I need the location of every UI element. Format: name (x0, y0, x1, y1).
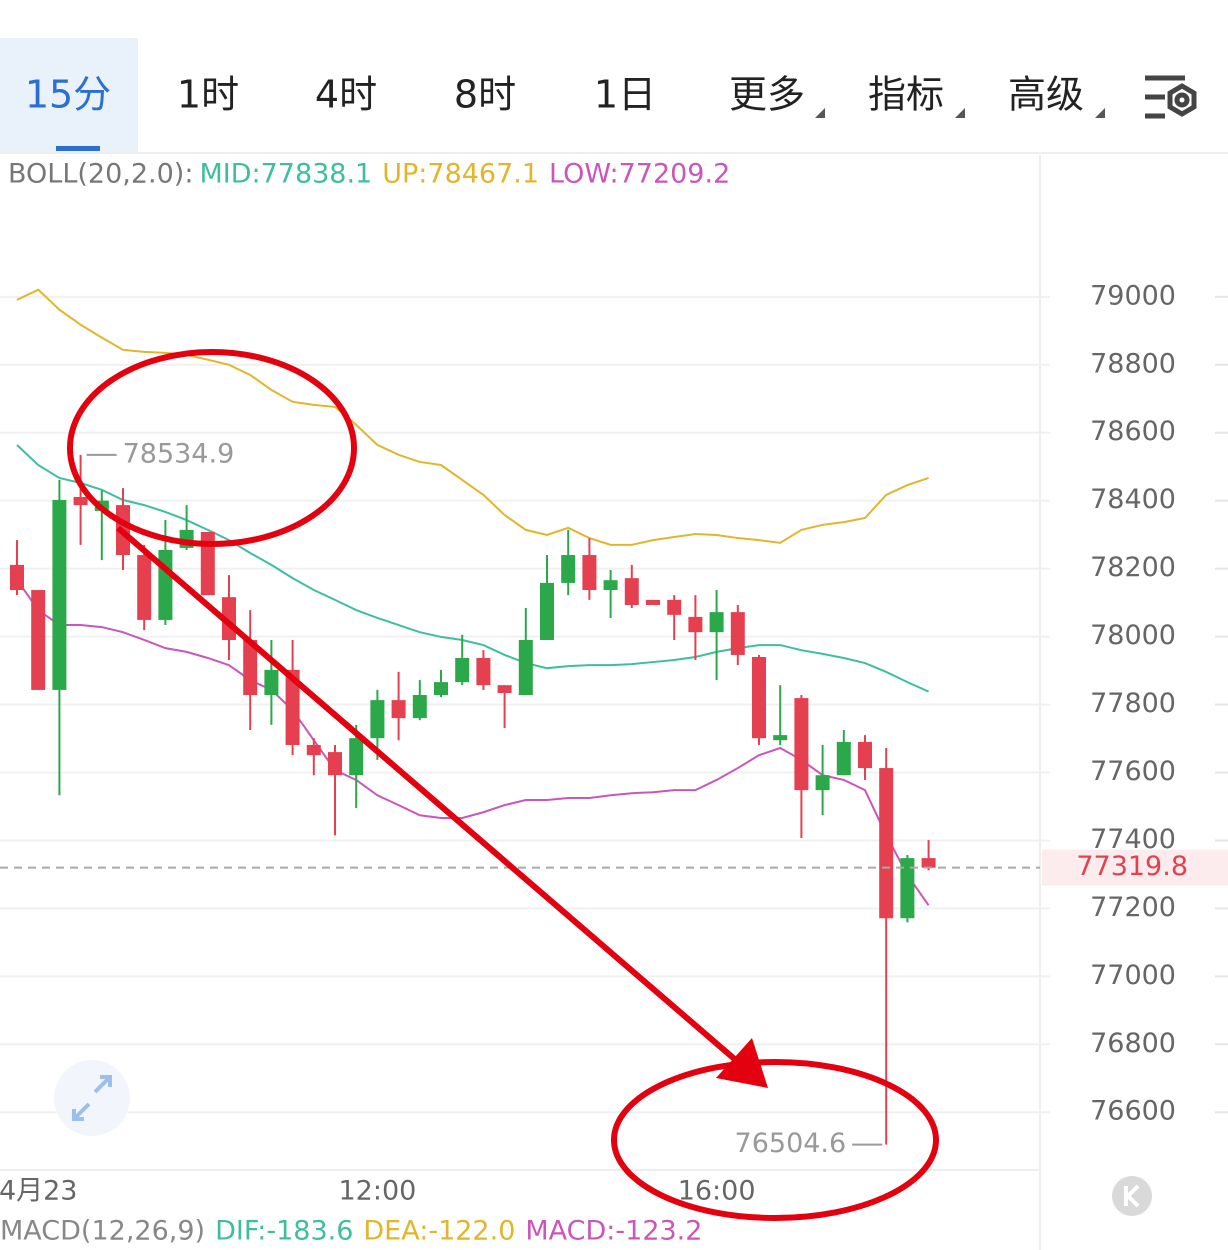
candle-body (137, 555, 152, 620)
candle-body (879, 768, 894, 919)
candle-body (328, 752, 342, 776)
candle-body (561, 555, 576, 583)
x-tick-label: 16:00 (678, 1176, 756, 1207)
candle-body (730, 612, 745, 655)
candle-body (773, 735, 788, 741)
candle-body (434, 682, 448, 696)
x-tick-label: 12:00 (338, 1176, 416, 1207)
tab-bar: 15分 1时 4时 8时 1日 更多 指标 高级 (25, 73, 1084, 117)
candle-body (921, 858, 936, 868)
candle-body (73, 496, 88, 506)
macd-header: MACD(12,26,9) DIF:-183.6 DEA:-122.0 MACD:-1… (0, 1216, 702, 1247)
active-tab-bg (0, 38, 138, 152)
candle-body (667, 599, 682, 615)
legend-entry: MID:77838.1 (199, 159, 372, 190)
candle-body (540, 582, 554, 640)
active-tab-indicator (56, 146, 100, 151)
candle-body (582, 555, 597, 591)
y-tick-label: 79000 (1090, 280, 1176, 311)
macd-item: MACD:-123.2 (525, 1216, 702, 1247)
dropdown-caret (1095, 108, 1105, 118)
y-tick-label: 76600 (1090, 1096, 1176, 1127)
boll-title: BOLL(20,2.0): (8, 159, 193, 190)
candle-body (646, 599, 660, 605)
candle-body (306, 744, 321, 756)
tab[interactable]: 高级 (1008, 73, 1084, 117)
settings-icon[interactable] (1145, 75, 1197, 119)
tab[interactable]: 更多 (729, 73, 805, 117)
boll-line (16, 288, 929, 546)
y-tick-label: 77200 (1090, 892, 1176, 923)
candle-body (391, 700, 406, 719)
y-tick-label: 77800 (1090, 688, 1176, 719)
candle-body (10, 564, 24, 591)
boll-line (16, 579, 930, 906)
candle-body (158, 549, 173, 620)
candle-body (476, 657, 491, 686)
candle-body (349, 738, 364, 776)
candle-body (455, 657, 470, 683)
candle-body (815, 775, 830, 791)
candle-body (497, 685, 512, 693)
x-tick-label: 4月23 (0, 1176, 77, 1207)
plot: 79000 78800 78600 78400 78200 78000 77800 77600… (0, 280, 1228, 1207)
candle-body (412, 695, 427, 719)
y-tick-label: 77000 (1090, 960, 1176, 991)
y-tick-label: 78800 (1090, 348, 1176, 379)
high-label: 78534.9 (123, 438, 235, 469)
macd-title: MACD(12,26,9) (0, 1216, 205, 1247)
tab[interactable]: 1日 (594, 73, 656, 117)
candle-body (624, 578, 639, 605)
tab[interactable]: 4时 (315, 73, 377, 117)
candle-body (243, 639, 258, 696)
last-price-label: 77319.8 (1076, 851, 1188, 882)
candle-body (900, 858, 915, 919)
y-tick-label: 77600 (1090, 756, 1176, 787)
low-label: 76504.6 (735, 1128, 847, 1159)
candle-body (285, 669, 300, 745)
candle-body (370, 700, 385, 739)
last-price-box (1042, 849, 1228, 886)
legend-entry: LOW:77209.2 (549, 159, 730, 190)
collapse-icon[interactable] (1112, 1176, 1152, 1216)
macd-item: DIF:-183.6 (215, 1216, 353, 1247)
hand-drawn-annotations (67, 349, 939, 1221)
candle-body (31, 590, 46, 690)
y-tick-label: 78000 (1090, 620, 1176, 651)
candle-body (200, 531, 215, 596)
y-tick-label: 76800 (1090, 1028, 1176, 1059)
candle-body (794, 698, 809, 791)
candle-body (688, 616, 703, 633)
y-tick-label: 78400 (1090, 484, 1176, 515)
candle-body (858, 741, 872, 769)
candle-body (518, 639, 533, 696)
macd-item: DEA:-122.0 (363, 1216, 515, 1247)
tab[interactable]: 指标 (868, 73, 944, 117)
tab[interactable]: 8时 (454, 73, 516, 117)
tab[interactable]: 15分 (25, 73, 111, 117)
boll-line (16, 444, 930, 693)
candle-body (603, 580, 618, 591)
legend-entry: UP:78467.1 (382, 159, 539, 190)
candle-body (709, 612, 724, 633)
y-tick-label: 78200 (1090, 552, 1176, 583)
candle-body (52, 500, 67, 690)
expand-icon[interactable] (54, 1060, 130, 1136)
candle-body (836, 741, 851, 776)
dropdown-caret (815, 108, 825, 118)
candle-body (264, 669, 279, 696)
tab[interactable]: 1时 (177, 73, 239, 117)
dropdown-caret (955, 108, 965, 118)
y-tick-label: 78600 (1090, 416, 1176, 447)
candle-body (752, 656, 766, 739)
